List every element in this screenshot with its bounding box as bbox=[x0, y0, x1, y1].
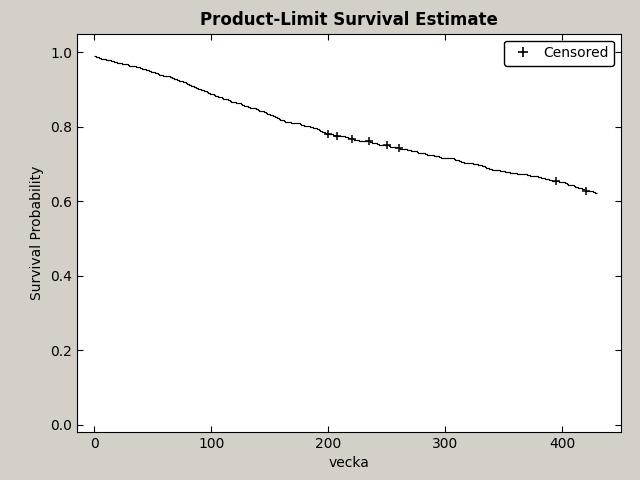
Title: Product-Limit Survival Estimate: Product-Limit Survival Estimate bbox=[200, 11, 498, 29]
Legend: Censored: Censored bbox=[504, 40, 614, 66]
X-axis label: vecka: vecka bbox=[328, 456, 369, 470]
Y-axis label: Survival Probability: Survival Probability bbox=[30, 166, 44, 300]
